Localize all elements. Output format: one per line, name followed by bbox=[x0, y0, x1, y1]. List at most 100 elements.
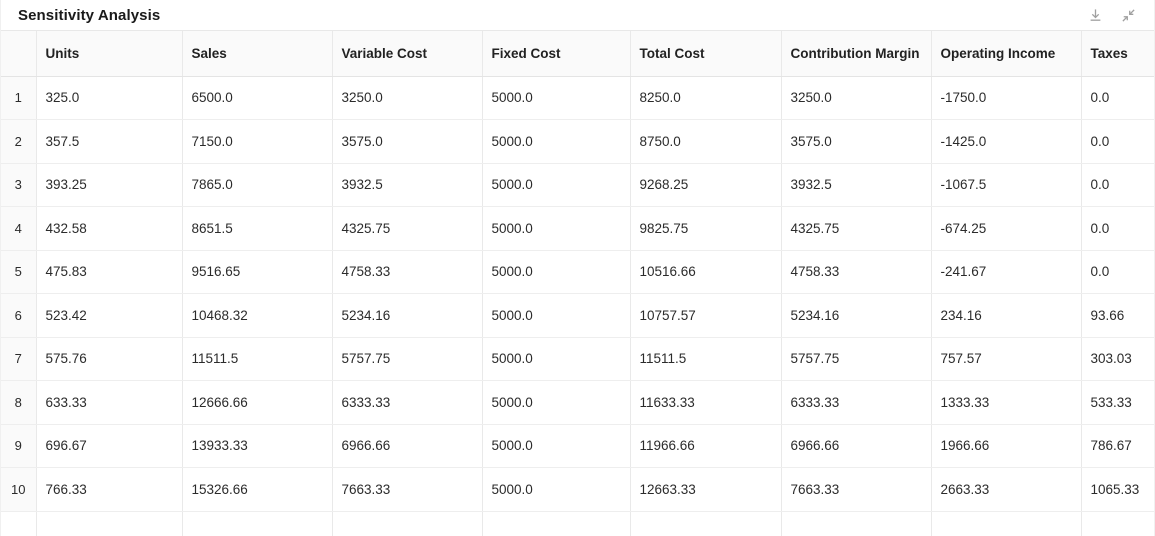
column-header-units: Units bbox=[36, 31, 183, 77]
table-cell: 786.67 bbox=[1081, 424, 1154, 468]
table-cell: 303.03 bbox=[1081, 337, 1154, 381]
table-row: 2 357.5 7150.0 3575.0 5000.0 8750.0 3575.0 -142… bbox=[1, 119, 1154, 164]
table-cell: 4325.75 bbox=[332, 206, 483, 251]
table-cell: 0.0 bbox=[1081, 163, 1154, 207]
table-cell: 11511.5 bbox=[182, 337, 333, 381]
table-row: 1 325.0 6500.0 3250.0 5000.0 8250.0 3250.0 -175… bbox=[1, 76, 1154, 120]
table-cell: 5000.0 bbox=[482, 206, 631, 251]
table-row: 6 523.42 10468.32 5234.16 5000.0 10757.57 5234… bbox=[1, 293, 1154, 338]
row-number-cell: 8 bbox=[1, 380, 37, 425]
table-cell: 10468.32 bbox=[182, 293, 333, 338]
table-cell: 5000.0 bbox=[482, 424, 631, 468]
table-cell: 5234.16 bbox=[781, 293, 932, 338]
table-cell: 6333.33 bbox=[332, 380, 483, 425]
table-cell: 10516.66 bbox=[630, 250, 782, 294]
table-cell: 5000.0 bbox=[482, 76, 631, 120]
card-title: Sensitivity Analysis bbox=[18, 6, 161, 24]
table-cell: 9268.25 bbox=[630, 163, 782, 207]
table-cell: 2663.33 bbox=[931, 467, 1082, 512]
empty-cell bbox=[182, 511, 333, 536]
row-number-cell: 10 bbox=[1, 467, 37, 512]
table-cell: 533.33 bbox=[1081, 380, 1154, 425]
table-cell: 7663.33 bbox=[332, 467, 483, 512]
table-cell: 475.83 bbox=[36, 250, 183, 294]
table-cell: 3250.0 bbox=[781, 76, 932, 120]
table-cell: 0.0 bbox=[1081, 206, 1154, 251]
table-cell: 12663.33 bbox=[630, 467, 782, 512]
empty-cell bbox=[1081, 511, 1154, 536]
table-cell: -1067.5 bbox=[931, 163, 1082, 207]
table-cell: 15326.66 bbox=[182, 467, 333, 512]
table-cell: 6966.66 bbox=[332, 424, 483, 468]
collapse-button[interactable] bbox=[1120, 7, 1136, 23]
table-cell: 8651.5 bbox=[182, 206, 333, 251]
table-cell: 7663.33 bbox=[781, 467, 932, 512]
table-row: 4 432.58 8651.5 4325.75 5000.0 9825.75 4325.75… bbox=[1, 206, 1154, 251]
table-cell: 7865.0 bbox=[182, 163, 333, 207]
table-row: 10 766.33 15326.66 7663.33 5000.0 12663.33 766… bbox=[1, 467, 1154, 512]
table-cell: 575.76 bbox=[36, 337, 183, 381]
table-cell: 5000.0 bbox=[482, 250, 631, 294]
table-cell: 11511.5 bbox=[630, 337, 782, 381]
row-number-cell: 9 bbox=[1, 424, 37, 468]
table-cell: -1750.0 bbox=[931, 76, 1082, 120]
table-cell: 5757.75 bbox=[332, 337, 483, 381]
table-cell: 0.0 bbox=[1081, 76, 1154, 120]
table-cell: 7150.0 bbox=[182, 119, 333, 164]
table-cell: 1065.33 bbox=[1081, 467, 1154, 512]
table-cell: 766.33 bbox=[36, 467, 183, 512]
download-icon bbox=[1090, 8, 1100, 21]
table-cell: 9825.75 bbox=[630, 206, 782, 251]
column-header-fixed-cost: Fixed Cost bbox=[482, 31, 631, 77]
empty-cell bbox=[931, 511, 1082, 536]
table-cell: 5000.0 bbox=[482, 467, 631, 512]
table-cell: 0.0 bbox=[1081, 119, 1154, 164]
row-number-cell: 2 bbox=[1, 119, 37, 164]
table-cell: 325.0 bbox=[36, 76, 183, 120]
table-cell: 4325.75 bbox=[781, 206, 932, 251]
table-cell: 4758.33 bbox=[781, 250, 932, 294]
table-row: 5 475.83 9516.65 4758.33 5000.0 10516.66 4758.… bbox=[1, 250, 1154, 294]
table-cell: 5000.0 bbox=[482, 119, 631, 164]
table-cell: 5000.0 bbox=[482, 163, 631, 207]
sensitivity-table: Units Sales Variable Cost Fixed Cost Total C… bbox=[1, 31, 1154, 536]
table-row: 7 575.76 11511.5 5757.75 5000.0 11511.5 5757.7… bbox=[1, 337, 1154, 381]
card-toolbar bbox=[1087, 7, 1136, 23]
row-number-cell: 4 bbox=[1, 206, 37, 251]
table-row: 9 696.67 13933.33 6966.66 5000.0 11966.66 6966… bbox=[1, 424, 1154, 468]
row-number-cell: 6 bbox=[1, 293, 37, 338]
table-row: 8 633.33 12666.66 6333.33 5000.0 11633.33 6333… bbox=[1, 380, 1154, 425]
row-number-cell: 5 bbox=[1, 250, 37, 294]
table-cell: 633.33 bbox=[36, 380, 183, 425]
table-cell: 8250.0 bbox=[630, 76, 782, 120]
table-cell: 1333.33 bbox=[931, 380, 1082, 425]
column-header-contribution-margin: Contribution Margin bbox=[781, 31, 932, 77]
empty-cell bbox=[1, 511, 37, 536]
table-cell: 357.5 bbox=[36, 119, 183, 164]
table-cell: 6966.66 bbox=[781, 424, 932, 468]
table-cell: 3932.5 bbox=[332, 163, 483, 207]
table-cell: 13933.33 bbox=[182, 424, 333, 468]
table-cell: 523.42 bbox=[36, 293, 183, 338]
table-cell: -674.25 bbox=[931, 206, 1082, 251]
table-cell: 5000.0 bbox=[482, 380, 631, 425]
table-cell: 8750.0 bbox=[630, 119, 782, 164]
empty-cell bbox=[781, 511, 932, 536]
table-cell: 12666.66 bbox=[182, 380, 333, 425]
download-button[interactable] bbox=[1087, 7, 1103, 23]
table-cell: 5234.16 bbox=[332, 293, 483, 338]
table-cell: 5000.0 bbox=[482, 337, 631, 381]
table-cell: 10757.57 bbox=[630, 293, 782, 338]
table-cell: 393.25 bbox=[36, 163, 183, 207]
table-cell: 3575.0 bbox=[781, 119, 932, 164]
table-cell: 3932.5 bbox=[781, 163, 932, 207]
table-cell: 6333.33 bbox=[781, 380, 932, 425]
table-cell: 11966.66 bbox=[630, 424, 782, 468]
column-header-sales: Sales bbox=[182, 31, 333, 77]
empty-row bbox=[1, 511, 1154, 536]
column-header-variable-cost: Variable Cost bbox=[332, 31, 483, 77]
table-cell: 432.58 bbox=[36, 206, 183, 251]
column-header-operating-income: Operating Income bbox=[931, 31, 1082, 77]
table-header-row: Units Sales Variable Cost Fixed Cost Total C… bbox=[1, 31, 1154, 77]
